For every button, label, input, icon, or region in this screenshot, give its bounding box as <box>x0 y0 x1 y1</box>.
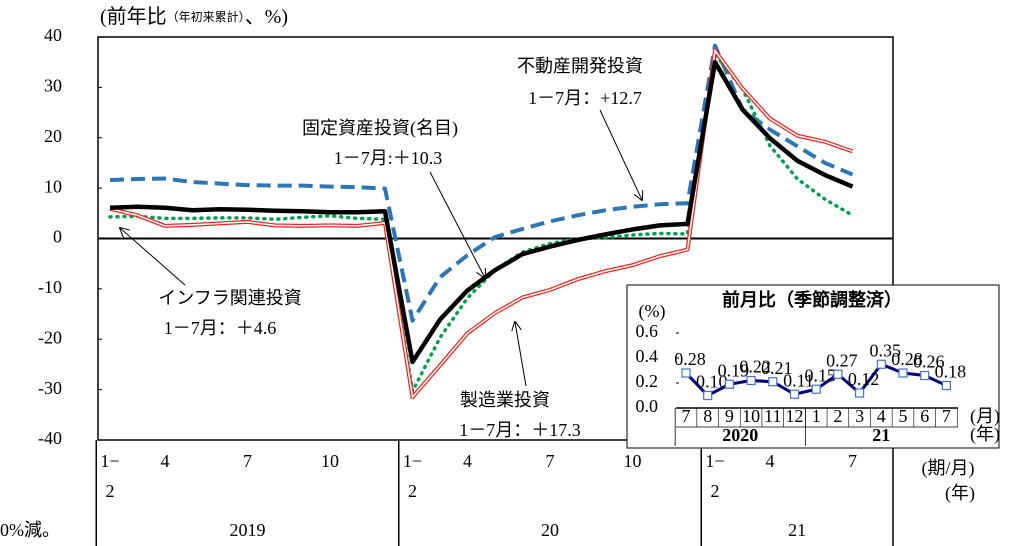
inset-point <box>703 390 713 401</box>
inset-value-label: 0.21 <box>761 358 793 378</box>
x-tick-label: 7 <box>848 451 857 471</box>
x-tick-label: 4 <box>160 451 170 471</box>
inset-y-tick-label: 0.0 <box>636 396 659 416</box>
annotation-name: 不動産開発投資 <box>517 56 643 76</box>
series-line <box>109 43 854 323</box>
inset-x-tick-label: 9 <box>725 406 734 426</box>
y-tick-label: -30 <box>38 378 62 398</box>
year-label: 20 <box>541 520 559 540</box>
x-tick-label: 10 <box>623 451 642 471</box>
inset-year-unit: (年) <box>970 424 1000 445</box>
inset-x-tick-label: 8 <box>703 406 712 426</box>
inset-title: 前月比（季節調整済） <box>722 289 902 310</box>
inset-point <box>724 379 735 389</box>
inset-y-tick-label: 0.6 <box>636 321 659 341</box>
page-fragment: 0%減。 <box>0 520 60 540</box>
inset-point <box>789 389 800 399</box>
inset-point <box>854 388 865 398</box>
inset-value-label: 0.28 <box>674 349 706 369</box>
arrow <box>120 228 186 286</box>
inset-year-label: 21 <box>872 425 890 445</box>
inset-point <box>681 368 691 378</box>
arrow <box>515 322 527 387</box>
inset-point <box>746 375 756 386</box>
inset-value-label: 0.18 <box>935 362 967 382</box>
inset-value-label: 0.11 <box>783 370 814 390</box>
annotation-note: 1－7月：＋4.6 <box>164 318 277 338</box>
y-tick-label: 30 <box>44 76 62 96</box>
y-tick-label: 20 <box>44 126 62 146</box>
inset-point <box>898 368 908 378</box>
inset-point <box>920 370 930 381</box>
y-axis-label: (前年比（年初来累計）、%) <box>100 5 288 28</box>
inset: 前月比（季節調整済）(%)0.00.20.40.67 8 9 10 11 12 1 2 3 4 5 6… <box>626 284 1000 449</box>
inset-value-label: 0.15 <box>804 365 836 385</box>
line-inner-stroke <box>109 48 853 399</box>
inset-x-tick-label: 2 <box>833 406 842 426</box>
inset-frame <box>626 284 1000 449</box>
inset-point <box>768 377 778 387</box>
y-tick-label: -10 <box>38 277 62 297</box>
inset-x-tick-label: 5 <box>899 406 908 426</box>
annotation-note: 1－7月：+12.7 <box>528 88 642 108</box>
inset-year-label: 2020 <box>722 425 758 445</box>
arrow <box>429 171 485 278</box>
y-axis-label-part: (前年比 <box>100 5 167 28</box>
y-tick-label: -20 <box>38 327 62 347</box>
inset-x-tick-label: 11 <box>764 406 781 426</box>
inset-value-label: 0.22 <box>739 357 771 377</box>
year-label: 21 <box>788 520 806 540</box>
inset-x-tick-label: 7 <box>682 406 691 426</box>
inset-point <box>833 369 843 379</box>
x-tick-label: 7 <box>545 451 555 471</box>
x-tick-label: 4 <box>765 451 775 471</box>
y-axis-label-part: （年初来累計） <box>167 9 245 24</box>
y-axis-label-part: 、%) <box>245 6 288 28</box>
inset-point <box>941 380 952 391</box>
inset-y-tick-label: 0.2 <box>636 371 659 391</box>
annotation-name: 固定資産投資(名目) <box>302 118 458 139</box>
annotation-name: 製造業投資 <box>460 390 550 410</box>
annotation-note: 1－7月：＋17.3 <box>459 420 581 440</box>
y-tick-label: 10 <box>44 176 62 196</box>
inset-x-tick-label: 6 <box>920 406 929 426</box>
arrow <box>599 109 642 200</box>
x-tick-label: 4 <box>463 451 472 471</box>
y-tick-label: 0 <box>53 227 62 247</box>
inset-point <box>811 384 821 394</box>
x-tick-label: 1− 2 <box>705 451 725 501</box>
inset-x-tick-label: 7 <box>942 406 951 426</box>
x-tick-label: 1− 2 <box>402 451 423 501</box>
x-tick-label: 1− 2 <box>100 451 120 501</box>
year-unit: (年) <box>945 483 975 504</box>
inset-value-label: 0.10 <box>696 372 728 392</box>
x-tick-label: 10 <box>321 451 339 471</box>
inset-y-label: (%) <box>639 301 666 322</box>
inset-x-tick-label: 3 <box>855 406 864 426</box>
inset-value-label: 0.12 <box>848 369 880 389</box>
inset-value-label: 0.28 <box>891 349 923 369</box>
inset-x-tick-label: 4 <box>877 406 886 426</box>
inset-point <box>876 359 886 369</box>
y-tick-label: 40 <box>44 25 62 45</box>
annotation-note: 1－7月:＋10.3 <box>334 148 443 168</box>
inset-value-label: 0.19 <box>718 360 750 380</box>
year-label: 2019 <box>230 520 266 540</box>
inset-x-unit: (月) <box>970 406 1000 427</box>
inset-y-tick-label: 0.4 <box>636 346 659 366</box>
y-tick-label: -40 <box>38 428 62 448</box>
inset-value-label: 0.27 <box>826 350 858 370</box>
x-unit: (期/月) <box>922 458 975 479</box>
series-line <box>109 59 854 365</box>
x-tick-label: 7 <box>243 451 252 471</box>
inset-x-tick-label: 1 <box>812 406 821 426</box>
inset-x-tick-label: 10 <box>742 406 760 426</box>
inset-value-label: 0.26 <box>913 352 945 372</box>
annotation-name: インフラ関連投資 <box>158 288 301 308</box>
inset-x-tick-label: 12 <box>786 406 804 426</box>
inset-value-label: 0.35 <box>870 340 902 360</box>
